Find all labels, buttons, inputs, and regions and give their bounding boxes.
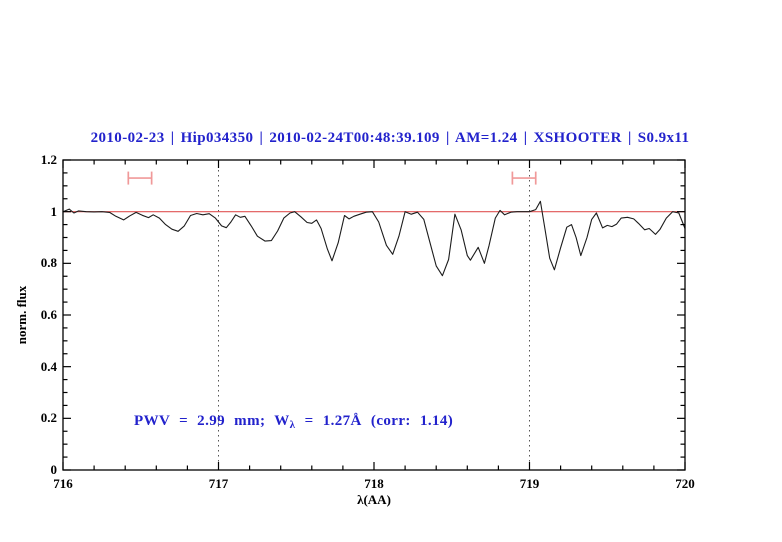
y-tick-label: 0 xyxy=(50,462,58,477)
x-tick-label: 719 xyxy=(519,476,540,491)
plot-title: 2010-02-23 | Hip034350 | 2010-02-24T00:4… xyxy=(90,130,690,146)
x-tick-label: 716 xyxy=(53,476,73,491)
y-tick-label: 0.4 xyxy=(40,358,57,374)
x-tick-label: 720 xyxy=(675,476,695,491)
y-tick-label: 0.6 xyxy=(40,307,57,322)
x-tick-label: 718 xyxy=(364,476,384,491)
spectrum-curve xyxy=(62,200,686,277)
y-tick-label: 0.8 xyxy=(40,255,57,271)
pwv-annotation-pre: PWV = 2.99 mm; W xyxy=(134,413,290,429)
y-tick-label: 1 xyxy=(50,203,58,219)
y-tick-label: 1.2 xyxy=(40,152,57,167)
x-tick-label: 717 xyxy=(208,476,229,491)
pwv-annotation-post: = 1.27Å (corr: 1.14) xyxy=(295,413,454,429)
pwv-annotation-subscript: λ xyxy=(289,419,296,431)
y-tick-label: 0.2 xyxy=(40,410,57,426)
pwv-annotation: PWV = 2.99 mm; Wλ = 1.27Å (corr: 1.14) xyxy=(134,413,453,431)
x-axis-label: λ(AA) xyxy=(357,492,391,507)
